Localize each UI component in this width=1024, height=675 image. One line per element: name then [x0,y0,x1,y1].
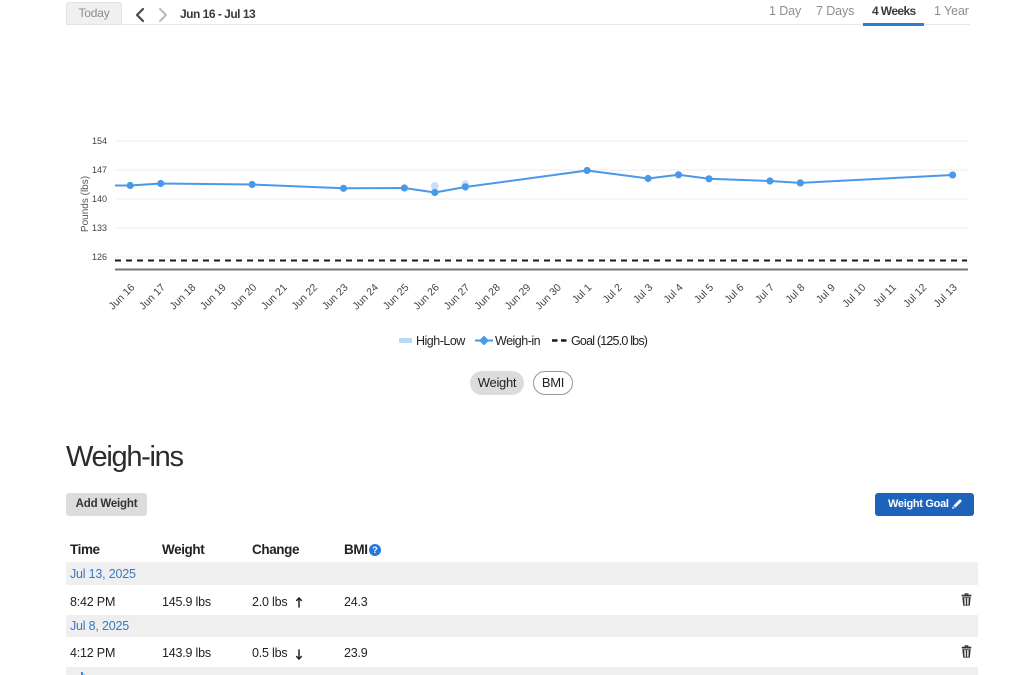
svg-text:126: 126 [92,252,107,262]
svg-text:Jun 22: Jun 22 [289,282,320,313]
svg-text:Jul 13: Jul 13 [931,282,959,310]
svg-text:Jun 25: Jun 25 [381,282,412,313]
svg-text:154: 154 [92,136,107,146]
svg-text:Jun 24: Jun 24 [350,282,381,313]
svg-text:Jul 9: Jul 9 [814,282,838,306]
svg-text:133: 133 [92,223,107,233]
svg-text:Jun 18: Jun 18 [168,282,199,313]
svg-text:Jul 6: Jul 6 [722,282,746,306]
svg-text:Jun 29: Jun 29 [503,282,534,313]
svg-text:Jul 10: Jul 10 [840,282,868,310]
svg-text:Jun 16: Jun 16 [107,282,138,313]
svg-text:Jun 28: Jun 28 [472,282,503,313]
svg-text:Jun 26: Jun 26 [411,282,442,313]
svg-text:Jun 19: Jun 19 [198,282,229,313]
svg-text:Jul 4: Jul 4 [661,282,685,306]
svg-text:Jul 3: Jul 3 [631,282,655,306]
svg-text:Jul 12: Jul 12 [901,282,929,310]
svg-text:Jun 17: Jun 17 [137,282,168,313]
svg-text:Jul 11: Jul 11 [871,282,899,310]
svg-text:Jun 20: Jun 20 [228,282,259,313]
svg-text:140: 140 [92,194,107,204]
svg-text:Jul 1: Jul 1 [570,282,594,306]
svg-text:Pounds (lbs): Pounds (lbs) [80,176,91,232]
svg-text:Jun 27: Jun 27 [442,282,473,313]
svg-text:Jun 30: Jun 30 [533,282,564,313]
svg-text:Jun 21: Jun 21 [259,282,290,313]
svg-text:Jun 23: Jun 23 [320,282,351,313]
svg-text:147: 147 [92,165,107,175]
svg-text:Jul 7: Jul 7 [753,282,777,306]
svg-text:Jul 8: Jul 8 [783,282,807,306]
svg-text:Jul 2: Jul 2 [601,282,625,306]
svg-text:Jul 5: Jul 5 [692,282,716,306]
